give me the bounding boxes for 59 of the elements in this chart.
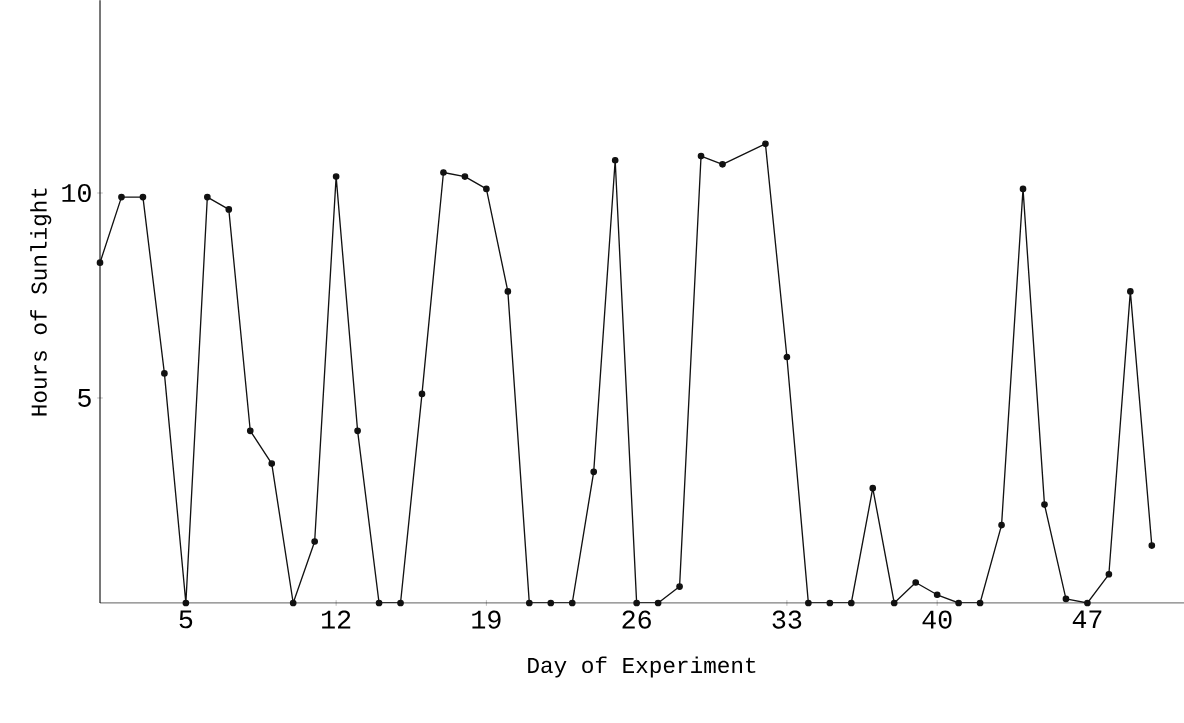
point (161, 370, 168, 377)
point (547, 599, 555, 607)
point (998, 521, 1005, 529)
point (805, 599, 812, 607)
point (869, 484, 877, 492)
point (1084, 599, 1091, 607)
point (633, 599, 640, 607)
point (762, 140, 769, 148)
point (525, 599, 533, 607)
x-tick-label: 19 (472, 610, 501, 629)
point (246, 427, 254, 435)
x-axis-title: Day of Experiment (528, 656, 756, 678)
point (676, 583, 683, 590)
point (611, 156, 619, 164)
point (783, 353, 791, 361)
point (332, 173, 340, 180)
x-tick-label: 5 (179, 610, 193, 629)
point (225, 206, 233, 213)
point (96, 259, 104, 267)
point (1105, 570, 1113, 578)
point (719, 160, 726, 168)
x-tick-label: 40 (922, 610, 952, 629)
point (440, 169, 447, 176)
point (976, 599, 984, 607)
point (1019, 185, 1027, 193)
x-tick-label: 26 (622, 610, 651, 629)
x-tick-label: 47 (1072, 610, 1102, 629)
point (418, 390, 426, 398)
point (1127, 288, 1134, 295)
y-tick-label: 10 (62, 183, 91, 203)
point (697, 152, 705, 160)
point (118, 193, 125, 201)
point (289, 599, 297, 607)
point (483, 185, 490, 193)
point (912, 579, 920, 586)
point (568, 599, 576, 607)
point (397, 599, 404, 607)
point (375, 599, 383, 607)
y-axis-title: Hours of Sunlight (30, 188, 52, 416)
x-tick-label: 33 (772, 610, 802, 629)
point (590, 468, 598, 476)
point (654, 599, 662, 607)
point (890, 599, 898, 607)
point (311, 538, 318, 545)
point (826, 599, 834, 607)
point (847, 599, 855, 607)
point (182, 599, 190, 607)
point (933, 591, 941, 599)
point (1041, 501, 1048, 508)
point (204, 193, 211, 201)
point (268, 460, 276, 467)
point (354, 427, 361, 435)
point (504, 288, 512, 295)
point (461, 173, 469, 180)
point (955, 599, 962, 607)
point (1148, 542, 1156, 549)
x-tick-label: 12 (322, 610, 351, 629)
point (1062, 595, 1070, 603)
point (139, 193, 147, 201)
